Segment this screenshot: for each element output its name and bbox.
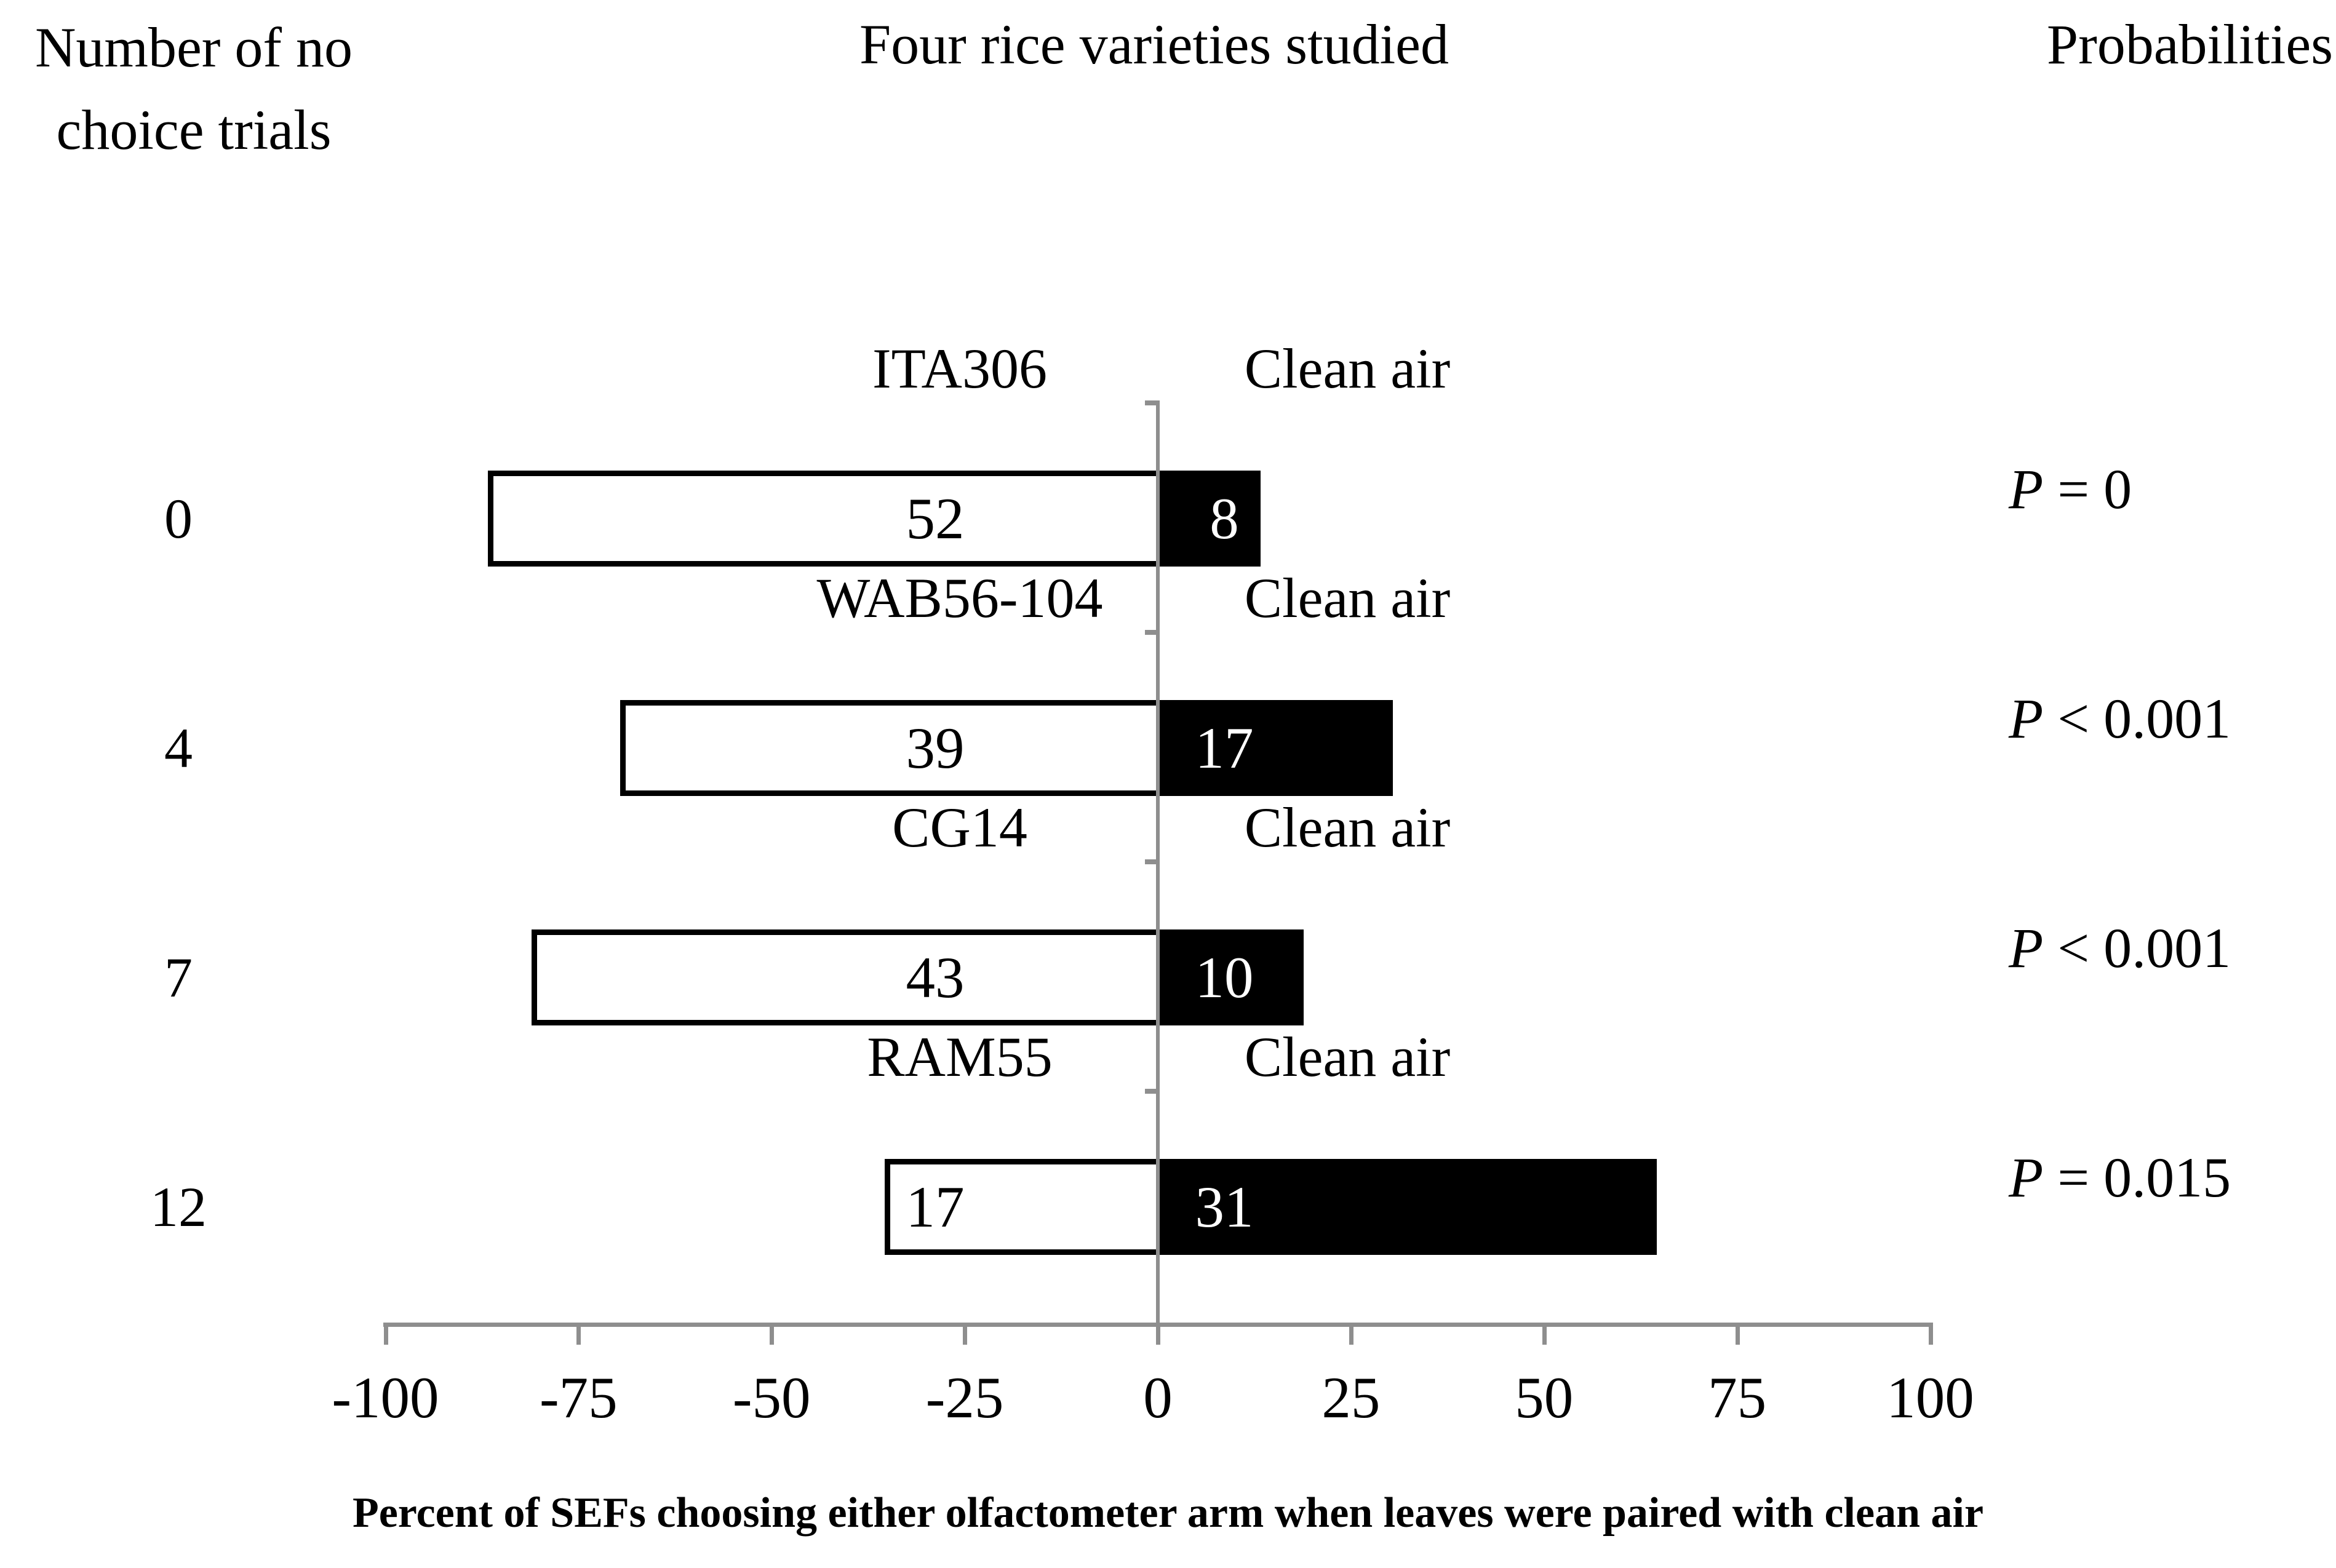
chart-title: Four rice varieties studied (859, 13, 1449, 76)
variety-bar (488, 471, 1158, 567)
category-axis-tick (1145, 859, 1160, 864)
variety-bar (884, 1159, 1158, 1255)
clean-air-label: Clean air (1244, 567, 1451, 629)
category-axis-tick (1145, 400, 1160, 405)
x-axis-tick (1156, 1323, 1160, 1345)
clean-air-bar (1160, 1159, 1657, 1255)
x-axis-tick (383, 1323, 388, 1345)
x-axis-tick-label: 50 (1515, 1365, 1574, 1430)
x-axis-tick (576, 1323, 581, 1345)
x-axis-tick-label: 25 (1321, 1365, 1381, 1430)
x-axis-tick (770, 1323, 775, 1345)
variety-label: ITA306 (872, 337, 1047, 400)
left-column-header-line1: Number of no (34, 16, 353, 79)
x-axis-tick-label: 100 (1886, 1365, 1974, 1430)
variety-label: RAM55 (867, 1025, 1053, 1088)
no-choice-trials-value: 0 (164, 487, 193, 550)
x-axis-tick-label: 75 (1708, 1365, 1767, 1430)
x-axis-label: Percent of SEFs choosing either olfactom… (352, 1489, 1984, 1537)
category-axis-tick (1145, 1089, 1160, 1094)
variety-bar (531, 929, 1158, 1025)
variety-count-label: 39 (906, 715, 965, 781)
variety-label: WAB56-104 (816, 567, 1103, 629)
probabilities-column-header: Probabilities (2046, 13, 2333, 76)
clean-air-label: Clean air (1244, 337, 1451, 400)
variety-bar (620, 700, 1158, 796)
clean-air-bar (1160, 700, 1393, 796)
x-axis-tick-label: -75 (540, 1365, 618, 1430)
no-choice-trials-value: 12 (150, 1176, 207, 1238)
clean-air-label: Clean air (1244, 1025, 1451, 1088)
probability-value: P < 0.001 (2009, 687, 2231, 750)
variety-count-label: 43 (906, 945, 965, 1010)
clean-air-bar (1160, 471, 1261, 567)
x-axis-tick (963, 1323, 968, 1345)
category-axis-tick (1145, 630, 1160, 635)
clean-air-count-label: 31 (1195, 1174, 1254, 1240)
clean-air-label: Clean air (1244, 796, 1451, 859)
clean-air-count-label: 8 (1210, 486, 1239, 551)
x-axis-tick (1928, 1323, 1933, 1345)
x-axis-tick-label: -25 (925, 1365, 1004, 1430)
left-column-header: Number of no choice trials (18, 6, 369, 171)
variety-count-label: 52 (906, 486, 965, 551)
x-axis-tick-label: -50 (732, 1365, 811, 1430)
x-axis-tick (1542, 1323, 1547, 1345)
no-choice-trials-value: 7 (164, 946, 193, 1009)
probability-value: P = 0 (2009, 458, 2132, 520)
x-axis-tick-label: -100 (332, 1365, 439, 1430)
left-column-header-line2: choice trials (56, 98, 332, 161)
x-axis-tick-label: 0 (1143, 1365, 1173, 1430)
x-axis-tick (1349, 1323, 1353, 1345)
clean-air-bar (1160, 929, 1304, 1025)
variety-count-label: 17 (906, 1174, 965, 1240)
no-choice-trials-value: 4 (164, 717, 193, 779)
probability-value: P = 0.015 (2009, 1146, 2231, 1209)
x-axis-tick (1735, 1323, 1740, 1345)
clean-air-count-label: 10 (1195, 945, 1254, 1010)
probability-value: P < 0.001 (2009, 917, 2231, 979)
zero-axis-line (1156, 403, 1160, 1345)
clean-air-count-label: 17 (1195, 715, 1254, 781)
variety-label: CG14 (892, 796, 1027, 859)
